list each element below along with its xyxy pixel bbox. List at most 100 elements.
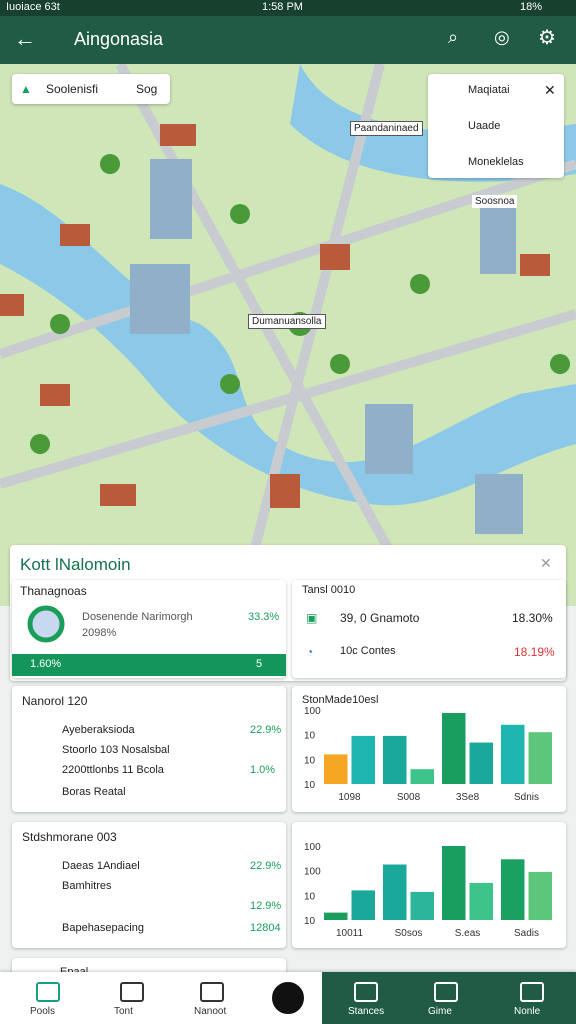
nav-item[interactable]: Stances [348,1006,385,1017]
bar [383,864,407,920]
x-tick-label: Sadis [514,928,539,939]
x-tick-label: 10011 [336,928,364,939]
map-label: Dumanuansolla [248,314,326,329]
bar [442,846,466,920]
row-label: 10c Contes [340,645,396,657]
y-axis-text: 100 [304,706,321,717]
nav-icon[interactable] [354,982,378,1002]
bar [501,859,525,920]
y-axis-text: 100 [304,867,321,878]
nav-item[interactable]: Gime [428,1006,452,1017]
nav-item[interactable]: Nanoot [194,1006,227,1017]
bar [469,883,493,920]
card-title: Thanagnoas [20,584,87,598]
map-label: Soosnoa [472,195,518,208]
search-icon[interactable]: ⌕ [448,27,459,47]
location-icon[interactable]: ◎ [494,27,510,47]
y-axis-text: 10 [304,755,316,766]
y-axis-text: 10 [304,731,316,742]
row-value: 1.0% [250,764,276,776]
bar [501,724,525,784]
y-axis-text: 10 [304,891,316,902]
close-button[interactable]: ✕ [544,82,556,98]
bar [469,742,493,784]
chip-text: Sog [136,82,158,96]
nav-item[interactable]: Pools [30,1006,56,1017]
x-tick-label: 1098 [338,792,361,803]
settings-icon[interactable]: ⚙ [538,27,556,49]
nav-item[interactable]: Nonle [514,1006,541,1017]
bar-chart: 100 100 10 10 10011 S0sos S.eas Sadis [304,842,552,939]
chart-title: StonMade10esl [302,694,379,706]
row-value: 22.9% [250,860,282,872]
menu-item[interactable]: Moneklelas [468,156,524,168]
list-card: Nanorol 120 Ayeberaksioda 22.9% Stoorlo 103… [12,686,286,812]
status-bar: Iuoiace 63t 1:58 PM 18% [0,0,576,16]
row-label: Daeas 1Andiael [62,860,140,872]
card-title: Nanorol 120 [22,694,88,708]
progress-label: 5 [256,658,263,670]
row-label: Ayeberaksioda [62,724,135,736]
nav-icon[interactable] [434,982,458,1002]
menu-item[interactable]: Maqiatai [468,84,510,96]
status-left: Iuoiace 63t [6,1,60,13]
chip-text: Soolenisfi [46,82,99,96]
row-label: 39, 0 Gnamoto [340,611,420,625]
nav-icon[interactable] [36,982,60,1002]
back-button[interactable]: ← [14,26,36,51]
row-label: Bamhitres [62,880,112,892]
status-time: 1:58 PM [262,1,303,13]
row-value: 33.3% [248,611,280,623]
progress-bar: 1.60% 5 [12,654,286,676]
nav-icon[interactable] [520,982,544,1002]
panel-title: Kott lNalomoin [20,555,131,574]
center-button[interactable] [270,980,306,1016]
y-axis-text: 10 [304,916,316,927]
bar [351,890,375,920]
header-title: Aingonasia [74,29,164,49]
layer-menu: Maqiatai ✕ Uaade Moneklelas [428,74,564,178]
nav-item[interactable]: Tont [114,1006,133,1017]
bar [383,735,407,784]
bar [442,712,466,784]
stat-card: Tansl 0010 ▣ 39, 0 Gnamoto 18.30% ◔ 10c … [292,580,566,678]
bar [528,732,552,784]
bar [351,735,375,784]
search-chip[interactable]: ▲ Soolenisfi Sog [12,74,170,104]
nav-icon[interactable] [200,982,224,1002]
bottom-nav: Pools Tont Nanoot Stances Gime Nonle [0,972,576,1024]
close-button[interactable]: ✕ [540,555,552,571]
row-value: 12.9% [250,900,282,912]
x-tick-label: S0sos [395,928,423,939]
y-axis-text: 100 [304,842,321,853]
card-title: Stdshmorane 003 [22,830,117,844]
stat-card: Thanagnoas Dosenende Narimorgh 2098% 33.… [12,580,286,678]
bar-chart: 100 10 10 10 1098 S008 3Se8 Sdnis [304,706,552,803]
bar [410,891,434,920]
row-value: 22.9% [250,724,282,736]
row-value: 18.19% [514,645,555,659]
row-value: 12804 [250,922,281,934]
x-tick-label: S.eas [455,928,481,939]
progress-label: 1.60% [30,658,62,670]
card-title: Tansl 0010 [302,584,356,596]
nav-icon[interactable] [120,982,144,1002]
bar [528,871,552,920]
ring-icon [27,605,65,643]
menu-item[interactable]: Uaade [468,120,501,132]
row-label: Dosenende Narimorgh [82,611,193,623]
row-sub: 2098% [82,627,117,639]
header: ← Aingonasia ⌕ ◎ ⚙ [0,16,576,64]
x-tick-label: Sdnis [514,792,539,803]
row-label: Stoorlo 103 Nosalsbal [62,744,170,756]
row-value: 18.30% [512,611,553,625]
map-label: Paandaninaed [350,121,423,136]
bar [324,912,348,920]
chart-card: 100 100 10 10 10011 S0sos S.eas Sadis [292,822,566,948]
bar [324,754,348,784]
status-battery: 18% [520,1,543,13]
y-axis-text: 10 [304,780,316,791]
x-tick-label: S008 [397,792,421,803]
chart-card: StonMade10esl 100 10 10 10 1098 S008 3Se8 Sdnis [292,686,566,812]
